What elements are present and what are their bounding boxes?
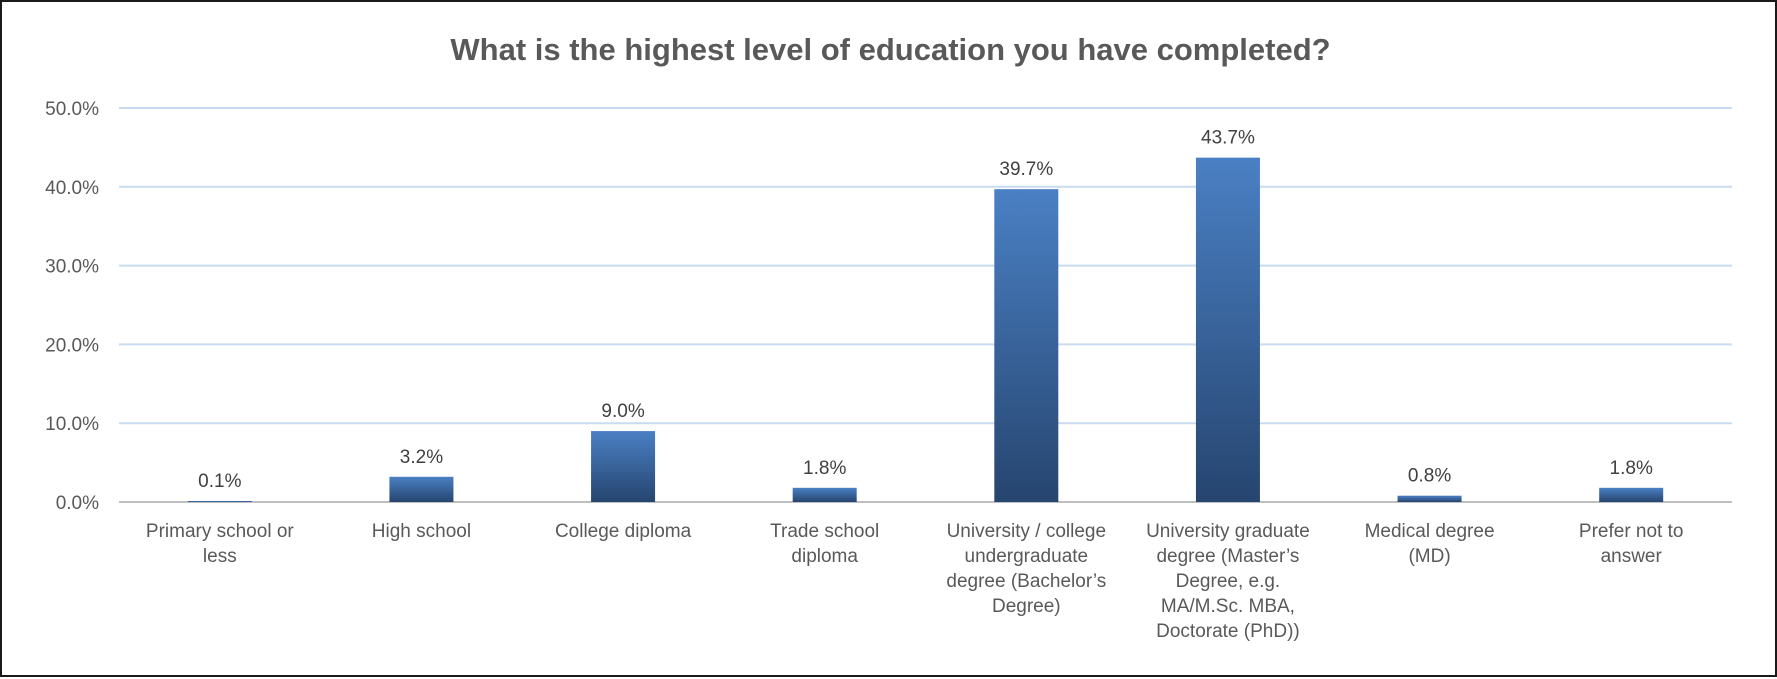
category-label: Medical degree (MD) (1365, 521, 1495, 567)
y-tick-label: 10.0% (45, 414, 99, 435)
data-label: 3.2% (400, 447, 443, 468)
data-label: 0.8% (1408, 466, 1451, 487)
data-label: 43.7% (1201, 128, 1255, 149)
data-label: 39.7% (999, 159, 1053, 180)
category-label: Prefer not to answer (1579, 521, 1684, 567)
category-label: Primary school or less (146, 521, 294, 567)
category-label: High school (372, 521, 471, 542)
category-label: University / college undergraduate degree … (946, 521, 1106, 617)
gridlines (119, 107, 1732, 503)
bar (389, 476, 454, 502)
y-tick-label: 0.0% (56, 493, 99, 514)
bar (1599, 487, 1664, 502)
category-label: College diploma (555, 521, 692, 542)
bar (187, 501, 252, 502)
y-tick-label: 50.0% (45, 99, 99, 120)
category-label: Trade school diploma (770, 521, 879, 567)
labels: 0.0% 10.0% 20.0% 30.0% 40.0% 50.0% 0.1% Primary… (45, 99, 1683, 642)
bar (1397, 495, 1462, 502)
data-label: 1.8% (803, 458, 846, 479)
bar (994, 189, 1059, 502)
data-label: 9.0% (601, 401, 644, 422)
category-label: University graduate degree (Master’s Degre… (1146, 521, 1310, 642)
bars (187, 157, 1664, 503)
data-label: 0.1% (198, 471, 241, 492)
chart-title: What is the highest level of education y… (450, 32, 1331, 67)
data-label: 1.8% (1610, 458, 1653, 479)
bar (1195, 157, 1260, 503)
bar (591, 431, 656, 502)
bar (792, 487, 857, 502)
y-tick-label: 40.0% (45, 178, 99, 199)
y-tick-label: 30.0% (45, 257, 99, 278)
y-tick-label: 20.0% (45, 335, 99, 356)
